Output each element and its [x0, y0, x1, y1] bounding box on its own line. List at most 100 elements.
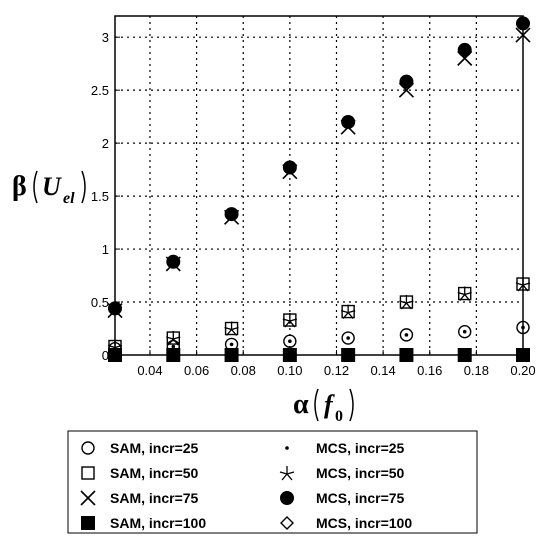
- svg-text:f: f: [324, 390, 335, 419]
- legend: SAM, incr=25 SAM, incr=50 SAM, incr=75 SAM,…: [67, 430, 478, 534]
- series-x: [107, 27, 531, 319]
- data-point: [458, 324, 472, 339]
- x-tick-label: 0.10: [277, 363, 302, 378]
- svg-text:0: 0: [335, 408, 343, 425]
- legend-item: SAM, incr=100: [81, 515, 206, 531]
- data-point: [399, 348, 414, 362]
- data-point: [166, 348, 181, 362]
- legend-item: SAM, incr=50: [81, 465, 199, 481]
- y-axis-label-greek: β: [12, 171, 27, 202]
- data-point: [515, 27, 531, 43]
- data-point: [399, 328, 414, 342]
- data-point: [282, 160, 297, 175]
- legend-marker: [81, 466, 95, 480]
- data-point: [166, 331, 181, 346]
- x-tick-label: 0.18: [464, 363, 489, 378]
- x-tick-label: 0.04: [137, 363, 162, 378]
- legend-marker: [285, 446, 289, 450]
- data-point: [516, 320, 530, 335]
- y-tick-label: 1.5: [91, 189, 109, 204]
- series-circle-filled: [108, 16, 530, 316]
- legend-label: MCS, incr=25: [316, 440, 405, 456]
- svg-text:α: α: [293, 389, 309, 420]
- data-point: [108, 301, 122, 316]
- data-point: [399, 348, 414, 362]
- data-point: [516, 348, 530, 362]
- grid-lines: [115, 16, 523, 355]
- data-point: [282, 348, 297, 362]
- data-point: [516, 16, 530, 31]
- data-point: [282, 348, 297, 362]
- y-axis-label-subscript: el: [63, 190, 75, 207]
- data-point: [341, 348, 356, 362]
- legend-marker: [279, 466, 295, 481]
- plot-frame: [114, 15, 524, 356]
- data-point: [341, 331, 355, 345]
- data-point: [224, 321, 239, 336]
- data-point: [224, 207, 239, 222]
- legend-marker: [81, 516, 95, 530]
- data-point: [462, 329, 467, 334]
- legend-marker: [280, 516, 294, 530]
- data-point: [108, 348, 122, 362]
- y-tick-label: 0: [102, 348, 109, 363]
- x-axis-ticks: 0.04 0.06 0.08 0.10 0.12 0.14 0.16 0.18 0.20: [137, 350, 536, 378]
- legend-label: SAM, incr=100: [110, 515, 206, 531]
- svg-text:β: β: [12, 171, 27, 202]
- data-point: [399, 295, 414, 310]
- data-point: [399, 74, 414, 89]
- data-point: [282, 313, 298, 328]
- svg-text:el: el: [63, 190, 75, 207]
- data-point: [229, 342, 234, 347]
- legend-marker: [80, 490, 96, 506]
- legend-label: MCS, incr=75: [316, 490, 405, 506]
- svg-text:U: U: [42, 172, 62, 201]
- legend-label: MCS, incr=100: [316, 515, 412, 531]
- data-point: [457, 42, 472, 57]
- x-tick-label: 0.14: [370, 363, 395, 378]
- data-point: [457, 348, 472, 362]
- x-tick-label: 0.06: [184, 363, 209, 378]
- series-diamond-open: [108, 348, 530, 362]
- series-square-filled: [108, 348, 530, 362]
- data-point: [166, 254, 181, 269]
- legend-box: [67, 430, 478, 534]
- data-point: [521, 325, 525, 330]
- data-point: [457, 286, 472, 301]
- data-point: [516, 348, 530, 362]
- data-markers: [107, 16, 531, 362]
- y-tick-label: 2: [102, 136, 109, 151]
- y-axis-ticks: 0 0.5 1 1.5 2 2.5 3: [91, 30, 120, 363]
- y-axis-label: β U el: [12, 170, 86, 207]
- x-axis-label-subscript: 0: [335, 408, 343, 425]
- data-point: [171, 344, 176, 349]
- y-axis-label-variable: U: [42, 172, 62, 201]
- legend-item: SAM, incr=25: [81, 440, 199, 456]
- data-point: [166, 348, 181, 362]
- data-point: [404, 333, 409, 337]
- x-tick-label: 0.16: [417, 363, 442, 378]
- legend-label: SAM, incr=25: [110, 440, 199, 456]
- y-tick-label: 2.5: [91, 83, 109, 98]
- legend-item: MCS, incr=75: [280, 490, 405, 506]
- data-point: [346, 336, 350, 340]
- legend-marker: [280, 491, 294, 505]
- y-tick-label: 3: [102, 30, 109, 45]
- legend-item: MCS, incr=25: [285, 440, 405, 456]
- legend-item: SAM, incr=75: [80, 490, 199, 506]
- y-tick-label: 0.5: [91, 295, 109, 310]
- data-point: [341, 348, 356, 362]
- series-star: [107, 277, 531, 354]
- x-axis-label: α f 0: [293, 388, 354, 425]
- legend-label: SAM, incr=75: [110, 490, 199, 506]
- x-tick-label: 0.20: [510, 363, 535, 378]
- data-point: [224, 348, 239, 362]
- data-point: [340, 304, 356, 319]
- legend-item: MCS, incr=50: [279, 465, 405, 481]
- legend-marker: [81, 441, 95, 455]
- data-point: [283, 334, 297, 348]
- x-tick-label: 0.12: [324, 363, 349, 378]
- legend-label: SAM, incr=50: [110, 465, 199, 481]
- legend-items: SAM, incr=25 SAM, incr=50 SAM, incr=75 SAM,…: [80, 440, 412, 531]
